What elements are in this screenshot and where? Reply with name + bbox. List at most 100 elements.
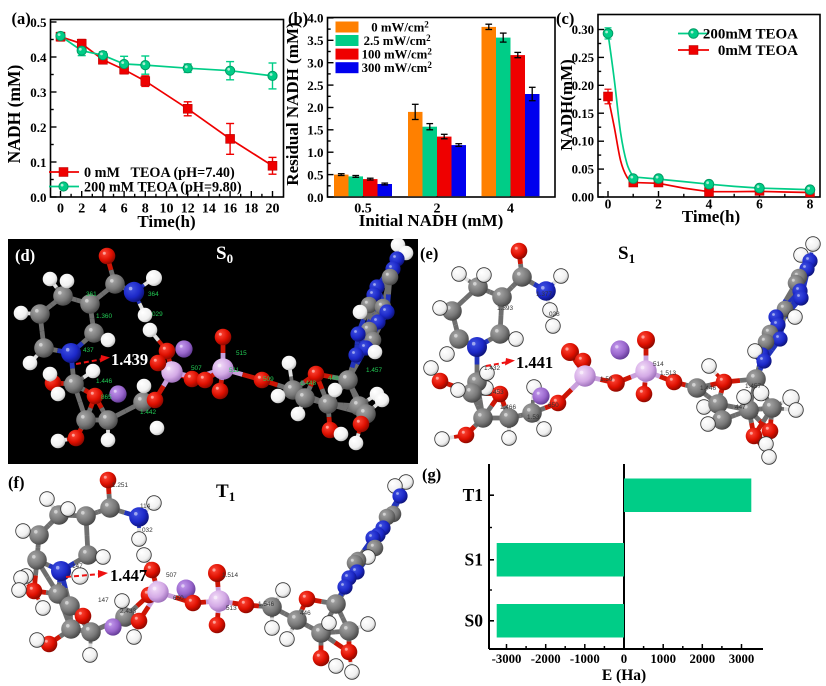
svg-text:0: 0	[57, 202, 64, 217]
svg-text:NADH (mM): NADH (mM)	[4, 65, 24, 164]
svg-text:028: 028	[549, 311, 560, 318]
svg-text:0.10: 0.10	[572, 135, 594, 149]
svg-text:511: 511	[229, 367, 240, 374]
svg-text:8: 8	[807, 197, 814, 212]
svg-text:446: 446	[328, 375, 339, 382]
svg-text:513: 513	[226, 605, 237, 612]
svg-text:E (Ha): E (Ha)	[602, 667, 646, 684]
svg-text:-1000: -1000	[570, 652, 600, 666]
svg-text:0.20: 0.20	[572, 79, 594, 93]
svg-text:14: 14	[202, 202, 216, 217]
svg-text:1.442: 1.442	[140, 409, 156, 416]
svg-text:029: 029	[152, 311, 163, 318]
svg-text:0.1: 0.1	[30, 155, 46, 170]
svg-text:3.0: 3.0	[307, 56, 323, 71]
svg-text:-3000: -3000	[492, 652, 522, 666]
svg-text:16: 16	[223, 202, 237, 217]
svg-text:(b): (b)	[288, 9, 308, 28]
svg-text:1.513: 1.513	[660, 370, 676, 377]
svg-text:S1: S1	[465, 550, 483, 570]
svg-text:507: 507	[191, 365, 202, 372]
svg-text:453: 453	[493, 389, 504, 396]
svg-text:1.441: 1.441	[516, 353, 553, 372]
svg-text:364: 364	[148, 291, 159, 298]
svg-text:3000: 3000	[729, 652, 755, 666]
svg-text:361: 361	[86, 291, 97, 298]
svg-text:2000: 2000	[690, 652, 716, 666]
svg-text:0.00: 0.00	[572, 191, 594, 205]
svg-text:(e): (e)	[420, 244, 438, 263]
svg-text:4: 4	[507, 202, 514, 217]
svg-text:032: 032	[142, 527, 153, 534]
svg-text:100 mW/cm2: 100 mW/cm2	[362, 46, 433, 61]
svg-text:0: 0	[621, 652, 627, 666]
svg-text:1.393: 1.393	[497, 305, 513, 312]
svg-text:2.433: 2.433	[120, 608, 136, 615]
svg-text:6: 6	[121, 202, 128, 217]
svg-text:10: 10	[160, 202, 174, 217]
svg-text:(c): (c)	[556, 9, 574, 28]
svg-text:1.457: 1.457	[366, 367, 382, 374]
svg-text:1.5: 1.5	[307, 123, 324, 138]
svg-text:1000: 1000	[650, 652, 676, 666]
svg-text:Time(h): Time(h)	[137, 212, 195, 231]
svg-text:Time(h): Time(h)	[682, 207, 740, 226]
svg-text:0mM TEOA: 0mM TEOA	[718, 43, 798, 59]
svg-text:447: 447	[735, 404, 746, 411]
svg-text:0 mM TEOA (pH=7.40): 0 mM TEOA (pH=7.40)	[84, 165, 235, 181]
svg-text:20: 20	[266, 202, 280, 217]
svg-text:S0: S0	[465, 611, 484, 631]
svg-text:(d): (d)	[15, 246, 35, 265]
svg-text:446: 446	[300, 610, 311, 617]
svg-text:650: 650	[173, 595, 184, 602]
svg-text:0.4: 0.4	[30, 50, 47, 65]
svg-text:200 mM TEOA (pH=9.80): 200 mM TEOA (pH=9.80)	[84, 180, 242, 196]
svg-text:0.3: 0.3	[30, 85, 47, 100]
svg-text:2: 2	[655, 197, 662, 212]
svg-text:Initial NADH (mM): Initial NADH (mM)	[359, 211, 503, 230]
svg-text:2: 2	[434, 202, 441, 217]
svg-text:S1: S1	[618, 243, 635, 266]
svg-text:300 mW/cm2: 300 mW/cm2	[362, 60, 433, 75]
svg-text:1.466: 1.466	[500, 404, 516, 411]
svg-text:114: 114	[140, 503, 151, 510]
svg-text:0.05: 0.05	[572, 163, 594, 177]
svg-text:0.0: 0.0	[30, 190, 46, 205]
svg-text:Residual NADH (mM): Residual NADH (mM)	[283, 22, 302, 185]
svg-text:2.5 mW/cm2: 2.5 mW/cm2	[364, 33, 432, 48]
svg-text:2.0: 2.0	[307, 100, 323, 115]
svg-text:1.432: 1.432	[484, 365, 500, 372]
svg-text:0.30: 0.30	[572, 23, 594, 37]
svg-text:507: 507	[166, 572, 177, 579]
svg-text:NADH(mM): NADH(mM)	[557, 59, 576, 151]
svg-text:0.5: 0.5	[354, 202, 372, 217]
svg-text:12: 12	[181, 202, 195, 217]
svg-text:1.0: 1.0	[307, 145, 323, 160]
svg-text:T1: T1	[463, 485, 483, 505]
svg-text:1.360: 1.360	[96, 313, 112, 320]
svg-text:1.447: 1.447	[110, 566, 147, 585]
svg-text:1.439: 1.439	[111, 350, 148, 369]
svg-text:1.546: 1.546	[258, 601, 274, 608]
svg-text:2: 2	[78, 202, 85, 217]
svg-text:514: 514	[653, 361, 664, 368]
svg-text:1.53: 1.53	[527, 414, 540, 421]
svg-text:1.446: 1.446	[96, 378, 112, 385]
svg-text:2.5: 2.5	[307, 78, 324, 93]
svg-text:4: 4	[706, 197, 713, 212]
svg-text:0.5: 0.5	[307, 167, 324, 182]
svg-text:0.25: 0.25	[572, 51, 594, 65]
svg-text:1.448: 1.448	[300, 380, 316, 387]
svg-text:1.514: 1.514	[222, 572, 238, 579]
svg-text:1.446: 1.446	[700, 385, 716, 392]
svg-text:650: 650	[548, 402, 559, 409]
svg-text:865: 865	[101, 394, 112, 401]
svg-text:147: 147	[72, 563, 83, 570]
svg-text:(g): (g)	[422, 465, 441, 484]
svg-text:1.50: 1.50	[600, 376, 613, 383]
svg-text:0: 0	[605, 197, 612, 212]
svg-text:-2000: -2000	[531, 652, 561, 666]
svg-text:437: 437	[83, 347, 94, 354]
svg-text:6: 6	[756, 197, 763, 212]
svg-text:509: 509	[263, 376, 274, 383]
